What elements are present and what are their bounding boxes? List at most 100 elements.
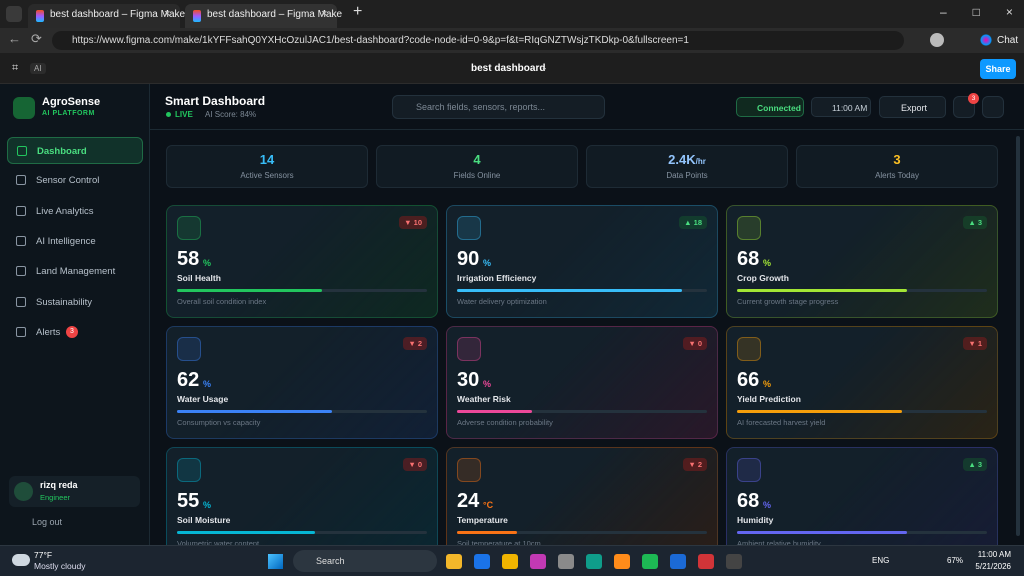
delta-badge: ▼ 2	[403, 337, 427, 350]
nav-icon	[16, 326, 26, 337]
delta-badge: ▲ 3	[963, 458, 987, 471]
taskbar-app[interactable]	[502, 554, 518, 569]
refresh-button[interactable]	[982, 96, 1004, 118]
export-button[interactable]: Export	[879, 96, 946, 118]
search-box[interactable]: Search fields, sensors, reports...	[392, 95, 605, 119]
card-unit: %	[483, 379, 492, 389]
card-icon	[177, 216, 201, 240]
delta-badge: ▲ 18	[679, 216, 707, 229]
nav-item[interactable]: Land Management	[7, 258, 143, 285]
progress-bar	[457, 410, 532, 413]
figma-ai[interactable]: AI	[30, 63, 46, 74]
card-value: 30	[457, 369, 480, 391]
metric-card[interactable]: ▲ 18 90% Irrigation Efficiency Water delive…	[446, 205, 718, 318]
sidebar: AgroSense AI PLATFORM Dashboard Sensor Cont…	[0, 84, 150, 545]
metric-card[interactable]: ▼ 2 24 °C Temperature Soil temperature at 10…	[446, 447, 718, 545]
logout[interactable]: Log out	[32, 517, 63, 527]
taskbar-app[interactable]	[474, 554, 490, 569]
card-value: 90	[457, 248, 480, 270]
progress-track	[177, 531, 427, 534]
nav-item[interactable]: Sustainability	[7, 289, 143, 316]
metric-card[interactable]: ▼ 2 62% Water Usage Consumption vs capacity	[166, 326, 438, 439]
stat-box: 2.4K/hr Data Points	[586, 145, 788, 188]
taskbar-app[interactable]	[530, 554, 546, 569]
brand-name: AgroSense	[42, 96, 101, 108]
card-title: Water Usage	[177, 394, 229, 404]
card-description: Ambient relative humidity	[737, 539, 821, 545]
card-icon	[737, 458, 761, 482]
nav-label: Land Management	[36, 266, 116, 278]
nav-item[interactable]: Live Analytics	[7, 198, 143, 225]
taskbar-app[interactable]	[558, 554, 574, 569]
weather-temp: 77°F	[34, 550, 53, 560]
card-icon	[177, 458, 201, 482]
stat-number: 2.4K	[668, 152, 696, 167]
page-title: Smart Dashboard	[165, 94, 266, 108]
nav-item[interactable]: Alerts 3	[7, 319, 143, 346]
brand-tagline: AI PLATFORM	[42, 110, 95, 117]
taskbar-app[interactable]	[726, 554, 742, 569]
metric-card[interactable]: ▲ 3 68% Crop Growth Current growth stage pr…	[726, 205, 998, 318]
header-divider	[150, 129, 1024, 130]
card-value: 68	[737, 248, 760, 270]
progress-track	[457, 531, 707, 534]
taskbar-app[interactable]	[642, 554, 658, 569]
metric-card[interactable]: ▼ 10 58% Soil Health Overall soil condition…	[166, 205, 438, 318]
card-unit: %	[203, 258, 212, 268]
delta-badge: ▼ 2	[683, 458, 707, 471]
progress-bar	[177, 531, 315, 534]
card-unit: %	[203, 379, 212, 389]
weather-icon	[12, 554, 30, 566]
card-title: Temperature	[457, 515, 508, 525]
taskbar-app[interactable]	[586, 554, 602, 569]
stat-label: Fields Online	[453, 171, 501, 180]
stat-box: 14 Active Sensors	[166, 145, 368, 188]
card-value: 62	[177, 369, 200, 391]
nav-icon	[16, 175, 26, 186]
share-button[interactable]: Share	[980, 59, 1016, 79]
address-bar[interactable]: https://www.figma.com/make/1kYFFsahQ0YXH…	[52, 31, 904, 50]
browser-tab[interactable]: best dashboard – Figma Make ×	[28, 4, 185, 28]
new-tab[interactable]: +	[353, 3, 363, 20]
file-name[interactable]: best dashboard	[471, 63, 546, 74]
nav-label: AI Intelligence	[36, 235, 96, 247]
nav-item[interactable]: Sensor Control	[7, 167, 143, 194]
copilot-chat[interactable]: Chat	[977, 32, 1021, 49]
stat-number: 4	[473, 152, 481, 167]
start-button[interactable]	[268, 554, 283, 569]
card-description: AI forecasted harvest yield	[737, 418, 826, 427]
taskbar-search[interactable]: Search	[293, 550, 437, 572]
taskbar-app[interactable]	[614, 554, 630, 569]
card-unit: °C	[483, 500, 494, 510]
card-icon	[737, 216, 761, 240]
card-description: Adverse condition probability	[457, 418, 553, 427]
figma-menu[interactable]: ⌗	[12, 62, 19, 74]
metric-card[interactable]: ▼ 0 55% Soil Moisture Volumetric water cont…	[166, 447, 438, 545]
taskbar-app[interactable]	[446, 554, 462, 569]
metric-card[interactable]: ▼ 1 66% Yield Prediction AI forecasted harv…	[726, 326, 998, 439]
browser-tab[interactable]: best dashboard – Figma Make ×	[185, 4, 342, 28]
nav-label: Sensor Control	[36, 175, 100, 187]
file-caret: ⌄	[541, 63, 548, 72]
card-value: 58	[177, 248, 200, 270]
nav-item[interactable]: AI Intelligence	[7, 228, 143, 255]
taskbar: 77°F Mostly cloudy Search ENG 67% 11:00 AM 5/2…	[0, 545, 1024, 576]
ai-score: AI Score: 84%	[205, 110, 257, 119]
nav-item[interactable]: Dashboard	[7, 137, 143, 164]
nav-icon	[17, 146, 27, 156]
card-value: 24	[457, 490, 480, 512]
delta-badge: ▲ 3	[963, 216, 987, 229]
taskbar-app[interactable]	[670, 554, 686, 569]
card-title: Irrigation Efficiency	[457, 273, 537, 283]
progress-bar	[737, 410, 902, 413]
time-pill: 11:00 AM	[811, 97, 871, 117]
taskbar-app[interactable]	[698, 554, 714, 569]
user-role: Engineer	[40, 493, 71, 502]
tab-list-button[interactable]	[6, 6, 22, 22]
card-unit: %	[203, 500, 212, 510]
progress-bar	[457, 289, 682, 292]
card-unit: %	[763, 379, 772, 389]
card-value: 55	[177, 490, 200, 512]
metric-card[interactable]: ▼ 0 30% Weather Risk Adverse condition prob…	[446, 326, 718, 439]
metric-card[interactable]: ▲ 3 68% Humidity Ambient relative humidity	[726, 447, 998, 545]
